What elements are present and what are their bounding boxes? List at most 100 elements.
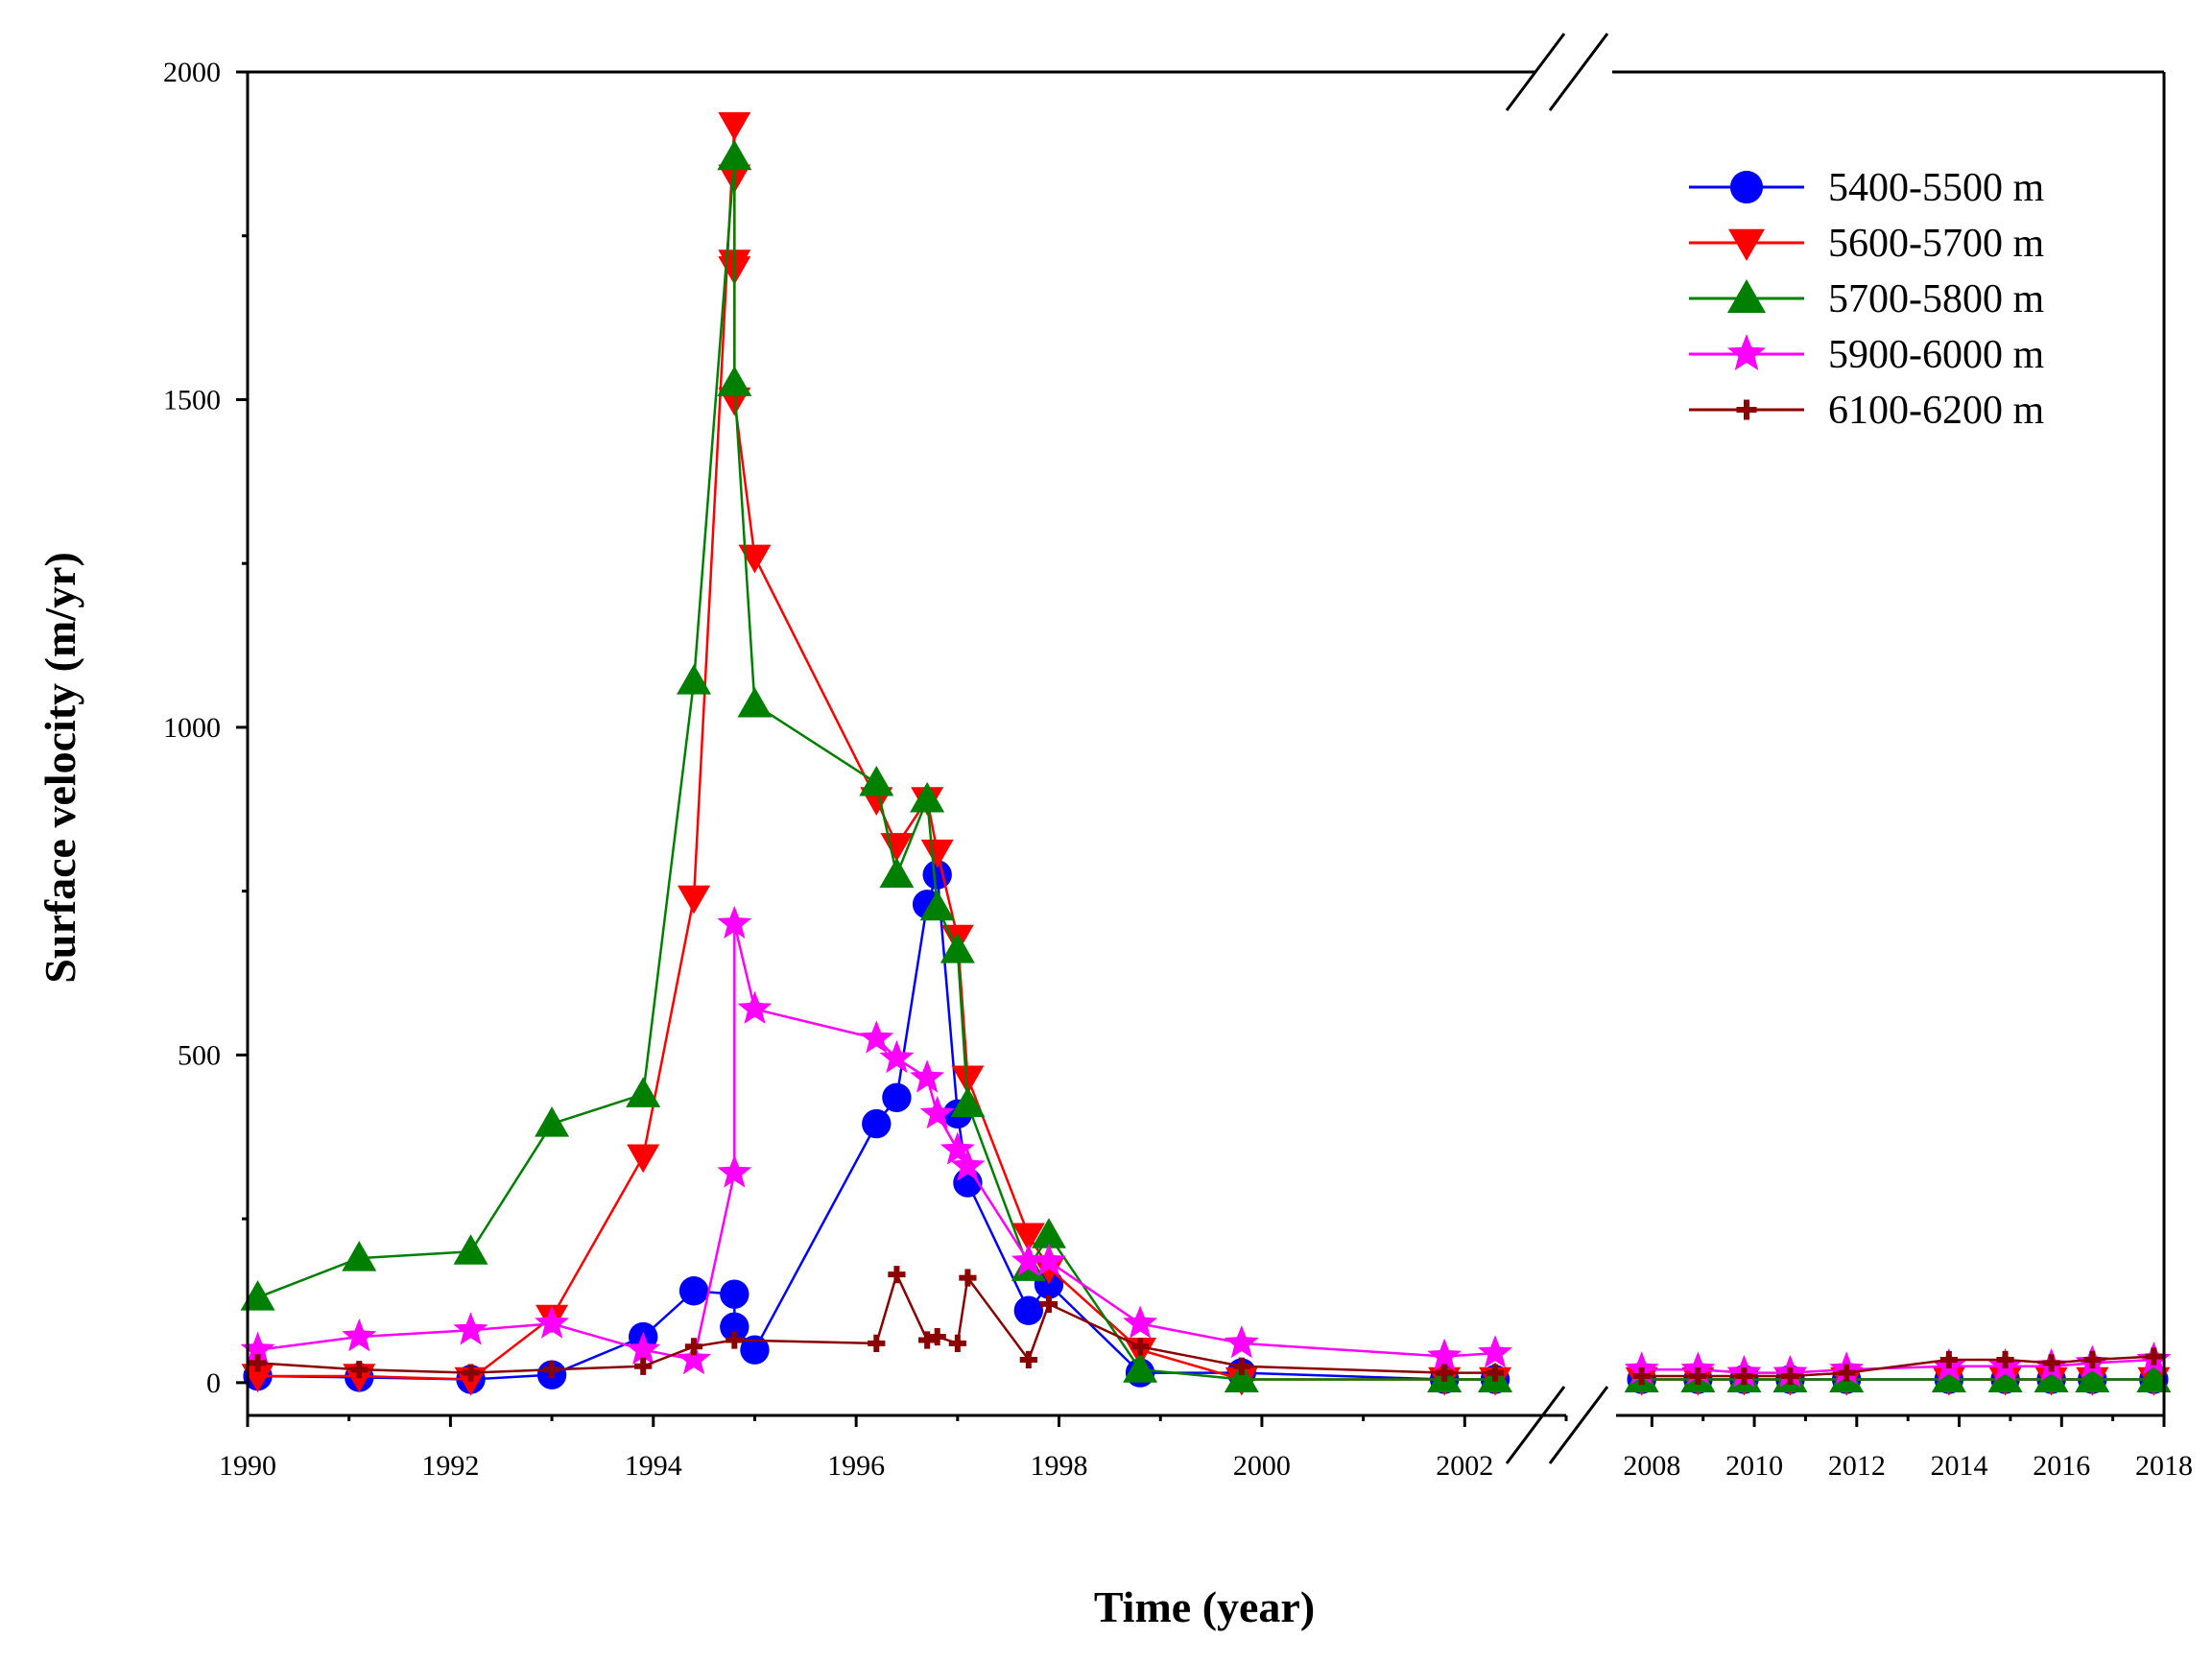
data-point bbox=[882, 1082, 912, 1112]
data-point bbox=[462, 1364, 480, 1382]
legend-marker bbox=[1736, 399, 1757, 420]
data-point bbox=[862, 1108, 892, 1139]
data-point bbox=[717, 139, 752, 171]
legend: 5400-5500 m 5600-5700 m 5700-5800 m 5900-60… bbox=[1689, 166, 2044, 433]
data-point bbox=[1031, 1218, 1066, 1248]
x-tick-label: 2012 bbox=[1828, 1450, 1886, 1482]
legend-entry: 6100-6200 m bbox=[1689, 389, 2044, 433]
data-point bbox=[1224, 1325, 1259, 1359]
y-tick-label: 2000 bbox=[163, 57, 221, 88]
data-point bbox=[718, 111, 751, 141]
data-point bbox=[626, 1077, 661, 1107]
legend-entry: 5600-5700 m bbox=[1689, 222, 2044, 266]
legend-entry: 5900-6000 m bbox=[1689, 333, 2044, 377]
data-point bbox=[1939, 1350, 1958, 1369]
x-tick-label: 1998 bbox=[1031, 1450, 1088, 1482]
data-point bbox=[1632, 1366, 1651, 1386]
series-layer bbox=[240, 111, 2172, 1396]
legend-label: 5700-5800 m bbox=[1828, 277, 2044, 321]
data-point bbox=[959, 1269, 977, 1287]
data-point bbox=[626, 1331, 661, 1365]
series-line bbox=[1641, 1355, 2154, 1378]
x-tick-label: 2018 bbox=[2135, 1450, 2193, 1482]
data-point bbox=[1123, 1352, 1158, 1383]
data-point bbox=[684, 1338, 703, 1356]
data-point bbox=[1224, 1362, 1259, 1392]
data-point bbox=[1032, 1243, 1066, 1276]
data-point bbox=[910, 782, 945, 813]
data-point bbox=[1039, 1295, 1058, 1313]
data-point bbox=[453, 1312, 488, 1345]
data-point bbox=[1436, 1364, 1454, 1382]
data-point bbox=[725, 1331, 744, 1349]
data-point bbox=[2034, 1362, 2069, 1392]
legend-marker bbox=[1727, 334, 1766, 370]
series-5900-6000 bbox=[240, 905, 2172, 1388]
data-point bbox=[2075, 1362, 2110, 1392]
data-point bbox=[948, 1334, 966, 1352]
data-point bbox=[1232, 1357, 1250, 1375]
series-line bbox=[1641, 1358, 2154, 1374]
data-point bbox=[634, 1357, 653, 1375]
data-point bbox=[627, 1144, 660, 1174]
series-line bbox=[257, 1271, 1496, 1374]
x-tick-label: 1994 bbox=[625, 1450, 682, 1482]
y-tick-label: 500 bbox=[178, 1039, 221, 1071]
data-point bbox=[879, 1039, 915, 1074]
y-tick-label: 1000 bbox=[163, 712, 221, 744]
data-point bbox=[737, 687, 773, 718]
data-point bbox=[1987, 1362, 2023, 1392]
data-point bbox=[350, 1361, 369, 1379]
data-point bbox=[950, 1086, 986, 1118]
series-5700-5800 bbox=[240, 139, 2172, 1392]
data-point bbox=[940, 1131, 975, 1165]
data-point bbox=[950, 1148, 986, 1181]
data-point bbox=[542, 1361, 561, 1379]
data-point bbox=[677, 664, 712, 695]
data-point bbox=[910, 1059, 945, 1093]
x-tick-label: 1992 bbox=[421, 1450, 479, 1482]
legend-marker bbox=[1729, 170, 1764, 204]
data-point bbox=[1019, 1350, 1037, 1369]
data-point bbox=[919, 1096, 955, 1129]
data-point bbox=[918, 1331, 937, 1349]
data-point bbox=[1996, 1350, 2014, 1369]
data-point bbox=[535, 1106, 570, 1137]
data-point bbox=[717, 905, 752, 939]
data-point bbox=[1735, 1366, 1753, 1386]
axes-layer: 0 500 1000 1500 2000 1990 1992 1994 1996 1998 2000… bbox=[163, 33, 2193, 1482]
data-point bbox=[342, 1319, 377, 1352]
data-point bbox=[888, 1266, 906, 1284]
data-point bbox=[677, 1342, 711, 1375]
data-point bbox=[1011, 1223, 1045, 1252]
data-point bbox=[453, 1234, 488, 1265]
data-point bbox=[740, 1335, 770, 1365]
data-point bbox=[240, 1331, 275, 1365]
legend-entry: 5400-5500 m bbox=[1689, 166, 2044, 210]
data-point bbox=[920, 839, 954, 868]
series-6100-6200 bbox=[249, 1266, 2163, 1386]
axis-break-top bbox=[1505, 33, 1609, 111]
legend-marker bbox=[1727, 279, 1766, 313]
data-point bbox=[2136, 1362, 2172, 1392]
data-point bbox=[1689, 1366, 1707, 1386]
legend-entry: 5700-5800 m bbox=[1689, 277, 2044, 321]
data-point bbox=[1478, 1335, 1512, 1368]
x-tick-label: 2002 bbox=[1436, 1450, 1493, 1482]
y-axis-title: Surface velocity (m/yr) bbox=[36, 552, 84, 984]
y-tick-label: 0 bbox=[206, 1367, 221, 1399]
data-point bbox=[342, 1241, 377, 1271]
x-axis-title: Time (year) bbox=[1094, 1582, 1315, 1631]
data-point bbox=[859, 765, 894, 796]
data-point bbox=[1130, 1338, 1150, 1356]
legend-label: 6100-6200 m bbox=[1828, 389, 2044, 433]
data-point bbox=[1486, 1364, 1505, 1382]
data-point bbox=[240, 1280, 275, 1311]
data-point bbox=[717, 366, 752, 396]
data-point bbox=[1123, 1305, 1158, 1339]
data-point bbox=[678, 885, 711, 915]
data-point bbox=[2042, 1354, 2060, 1372]
data-point bbox=[738, 544, 772, 574]
data-point bbox=[879, 857, 915, 889]
